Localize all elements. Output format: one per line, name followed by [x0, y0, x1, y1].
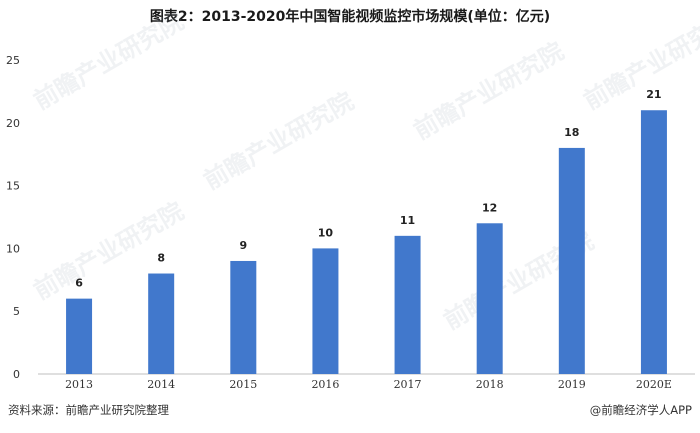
watermark-text: 前瞻产业研究院 — [199, 87, 358, 195]
x-tick-label: 2017 — [394, 378, 422, 391]
chart-title: 图表2：2013-2020年中国智能视频监控市场规模(单位：亿元) — [149, 9, 551, 25]
x-tick-label: 2013 — [65, 378, 93, 391]
watermark-text: 前瞻产业研究院 — [409, 37, 568, 145]
data-labels: 6 8 9 10 11 12 18 21 — [75, 88, 661, 289]
bar-2015 — [230, 260, 257, 374]
data-label: 21 — [646, 88, 661, 101]
x-tick-label: 2016 — [311, 378, 339, 391]
y-tick-label: 0 — [13, 368, 20, 381]
data-label: 12 — [482, 201, 497, 214]
brand-credit: @前瞻经济学人APP — [589, 403, 692, 417]
bar-2013 — [66, 298, 93, 374]
data-label: 18 — [564, 126, 579, 139]
data-label: 10 — [318, 226, 334, 239]
data-label: 8 — [157, 252, 165, 265]
data-label: 6 — [75, 277, 83, 290]
y-tick-label: 15 — [6, 180, 20, 193]
x-tick-label: 2018 — [476, 378, 504, 391]
bar-2016 — [312, 248, 339, 374]
source-note: 资料来源：前瞻产业研究院整理 — [8, 403, 169, 417]
x-tick-label: 2015 — [229, 378, 257, 391]
x-tick-label: 2014 — [147, 378, 175, 391]
y-tick-label: 20 — [6, 117, 20, 130]
watermark-text: 前瞻产业研究院 — [29, 7, 188, 115]
bar-2019 — [558, 147, 585, 374]
bar-2020E — [640, 110, 667, 375]
bars — [66, 110, 667, 375]
watermark-text: 前瞻产业研究院 — [579, 7, 700, 115]
data-label: 11 — [400, 214, 415, 227]
x-tick-label: 2019 — [558, 378, 586, 391]
bar-2018 — [476, 223, 503, 374]
bar-2017 — [394, 235, 421, 374]
x-tick-label: 2020E — [636, 378, 672, 391]
y-tick-label: 5 — [13, 305, 20, 318]
y-tick-label: 10 — [6, 242, 20, 255]
bar-2014 — [148, 273, 175, 374]
y-tick-label: 25 — [6, 54, 20, 67]
axes: 0 5 10 15 20 25 2013 2014 2015 2016 2017 2018 2019 20… — [6, 54, 695, 391]
data-label: 9 — [239, 239, 247, 252]
